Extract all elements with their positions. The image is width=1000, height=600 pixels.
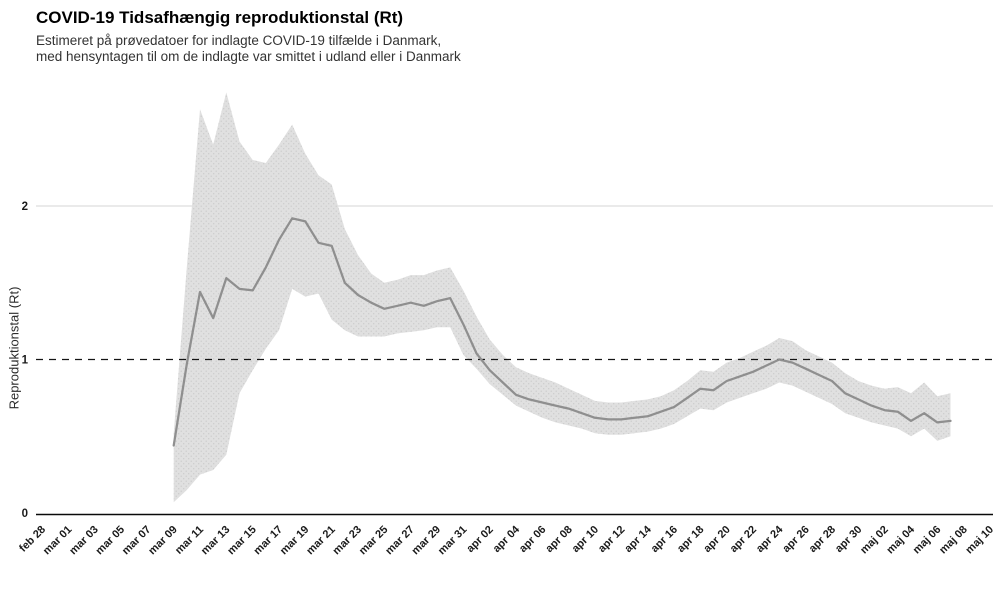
x-tick-label: apr 08 [543,524,574,555]
chart-subtitle-line-1: Estimeret på prøvedatoer for indlagte CO… [36,33,442,48]
rt-line [172,217,952,447]
x-tick-label: apr 24 [754,523,786,555]
x-tick-label: apr 20 [701,524,732,555]
x-tick-label: mar 09 [146,524,180,558]
x-tick-label: apr 14 [622,523,654,555]
x-tick-label: apr 12 [596,524,627,555]
x-tick-label: apr 26 [780,524,811,555]
x-tick-label: apr 06 [517,524,548,555]
x-tick-label: apr 16 [649,524,680,555]
y-tick-label: 0 [22,508,28,520]
x-tick-label: apr 22 [728,524,759,555]
x-tick-label: maj 04 [884,523,917,556]
y-tick-label: 1 [22,355,29,367]
x-tick-label: maj 08 [937,524,970,557]
x-tick-label: apr 10 [570,524,601,555]
x-tick-label: apr 28 [807,524,838,555]
x-tick-label: apr 18 [675,524,706,555]
confidence-band [173,92,951,503]
y-tick-label: 2 [22,201,28,213]
x-tick-label: maj 06 [911,524,944,557]
x-tick-label: apr 04 [491,523,523,555]
chart-subtitle-line-2: med hensyntagen til om de indlagte var s… [36,49,461,64]
x-tick-label: mar 31 [436,524,470,558]
chart-title: COVID-19 Tidsafhængig reproduktionstal (… [36,8,404,27]
x-tick-label: maj 10 [963,524,996,557]
x-tick-label: apr 02 [464,524,495,555]
x-tick-label: maj 02 [858,524,891,557]
